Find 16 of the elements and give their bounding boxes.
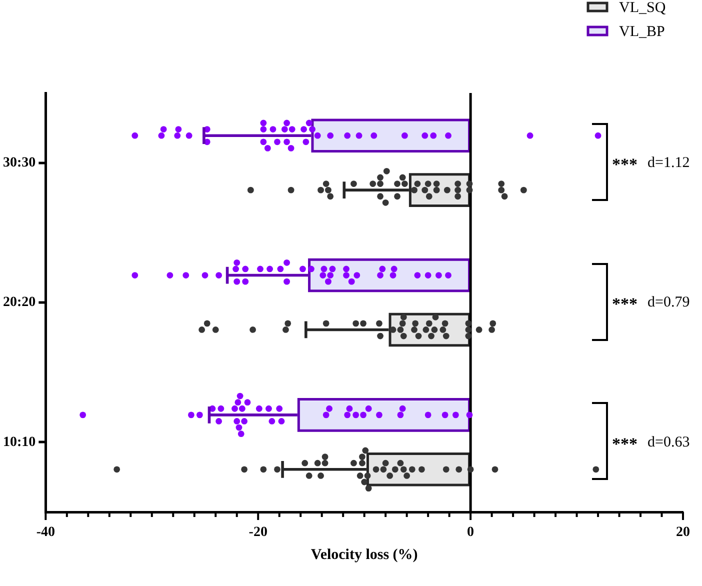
annotation: *** [612,434,638,454]
annotation: *** [612,154,638,174]
annotation: d=1.12 [648,154,690,171]
annotation: d=0.79 [648,294,690,311]
legend-label: VL_SQ [619,0,666,16]
x-axis-title: Velocity loss (%) [310,546,418,563]
annotation: d=0.63 [648,434,690,450]
legend-label: VL_BP [619,24,665,40]
x-tick-label: 0 [467,525,474,540]
y-tick-label: 20:20 [2,295,36,310]
x-tick-label: -20 [248,525,268,540]
y-tick-label: 10:10 [2,434,36,450]
x-tick-label: -40 [36,525,55,540]
x-tick-label: 20 [676,525,690,540]
y-tick-label: 30:30 [2,155,36,170]
annotation: *** [612,294,638,314]
